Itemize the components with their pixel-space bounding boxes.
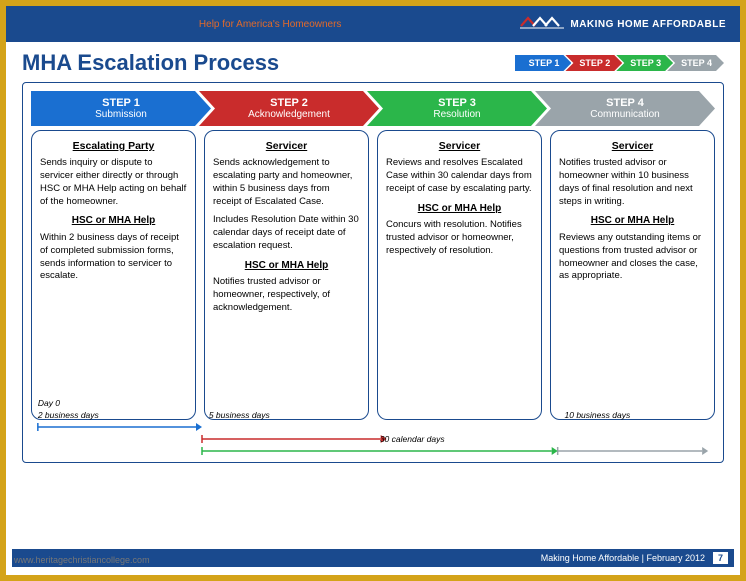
card-body: Within 2 business days of receipt of com… xyxy=(40,232,187,283)
roof-logo-icon xyxy=(520,14,564,35)
card-heading: Servicer xyxy=(386,139,533,153)
timeline-arrow-row xyxy=(31,422,715,434)
card-subheading: HSC or MHA Help xyxy=(213,259,360,273)
slide-frame: Help for America's Homeowners MAKING HOM… xyxy=(0,0,746,581)
step-columns: Escalating Party Sends inquiry or disput… xyxy=(31,130,715,420)
mini-step-1: STEP 1 xyxy=(515,55,572,71)
chevron-step-4: STEP 4 Communication xyxy=(535,91,715,126)
chevron-step-3: STEP 3 Resolution xyxy=(367,91,547,126)
page-title: MHA Escalation Process xyxy=(22,50,279,76)
timeline: Day 0 2 business days 5 business days 10… xyxy=(31,398,715,458)
page-number: 7 xyxy=(713,552,728,564)
card-step-1: Escalating Party Sends inquiry or disput… xyxy=(31,130,196,420)
card-heading: Servicer xyxy=(213,139,360,153)
timeline-arrow-icon xyxy=(31,446,715,456)
timeline-day0: Day 0 xyxy=(38,398,60,408)
brand-text: MAKING HOME AFFORDABLE xyxy=(570,19,726,30)
card-subheading: HSC or MHA Help xyxy=(386,202,533,216)
card-body: Notifies trusted advisor or homeowner wi… xyxy=(559,157,706,208)
timeline-label: 30 calendar days xyxy=(380,434,445,444)
card-body: Sends inquiry or dispute to servicer eit… xyxy=(40,157,187,208)
card-step-4: Servicer Notifies trusted advisor or hom… xyxy=(550,130,715,420)
timeline-label: 10 business days xyxy=(565,410,631,420)
source-watermark: www.heritagechristiancollege.com xyxy=(14,555,150,565)
card-body: Includes Resolution Date within 30 calen… xyxy=(213,214,360,252)
mini-step-tabs: STEP 1 STEP 2 STEP 3 STEP 4 xyxy=(515,55,724,71)
card-step-2: Servicer Sends acknowledgement to escala… xyxy=(204,130,369,420)
card-body: Concurs with resolution. Notifies truste… xyxy=(386,219,533,257)
card-subheading: HSC or MHA Help xyxy=(559,214,706,228)
title-row: MHA Escalation Process STEP 1 STEP 2 STE… xyxy=(6,42,740,82)
card-body: Notifies trusted advisor or homeowner, r… xyxy=(213,276,360,314)
help-tagline: Help for America's Homeowners xyxy=(20,19,520,30)
chevron-step-2: STEP 2 Acknowledgement xyxy=(199,91,379,126)
mini-step-2: STEP 2 xyxy=(565,55,622,71)
step-chevron-row: STEP 1 Submission STEP 2 Acknowledgement… xyxy=(31,91,715,126)
card-body: Reviews and resolves Escalated Case with… xyxy=(386,157,533,195)
card-subheading: HSC or MHA Help xyxy=(40,214,187,228)
timeline-label: 2 business days xyxy=(38,410,99,420)
chevron-step-1: STEP 1 Submission xyxy=(31,91,211,126)
mini-step-3: STEP 3 xyxy=(616,55,673,71)
card-body: Sends acknowledgement to escalating part… xyxy=(213,157,360,208)
mini-step-4: STEP 4 xyxy=(667,55,724,71)
timeline-row-1: 2 business days 5 business days 10 busin… xyxy=(31,410,715,422)
timeline-label: 5 business days xyxy=(209,410,270,420)
timeline-arrow-row xyxy=(31,446,715,458)
brand: MAKING HOME AFFORDABLE xyxy=(520,14,726,35)
top-banner: Help for America's Homeowners MAKING HOM… xyxy=(6,6,740,42)
card-heading: Escalating Party xyxy=(40,139,187,153)
timeline-arrow-icon xyxy=(31,422,715,432)
process-container: STEP 1 Submission STEP 2 Acknowledgement… xyxy=(22,82,724,463)
card-heading: Servicer xyxy=(559,139,706,153)
footer-text: Making Home Affordable | February 2012 xyxy=(541,553,705,563)
card-body: Reviews any outstanding items or questio… xyxy=(559,232,706,283)
card-step-3: Servicer Reviews and resolves Escalated … xyxy=(377,130,542,420)
